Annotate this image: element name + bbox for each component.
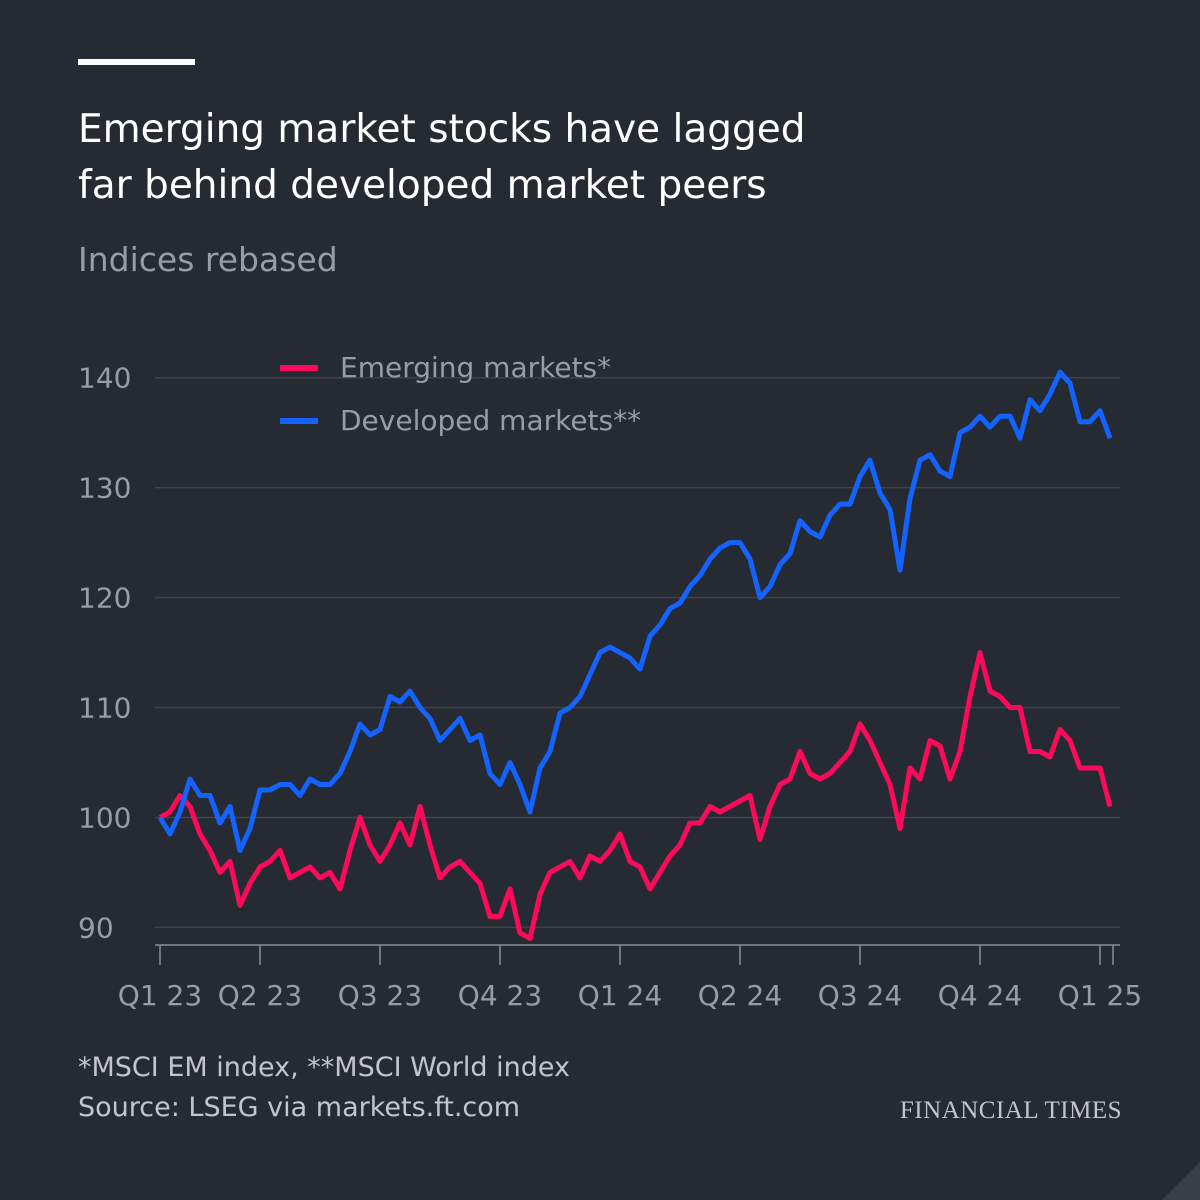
corner-mark (1162, 1162, 1200, 1200)
x-tick-label: Q3 23 (338, 979, 422, 1012)
y-tick-label: 110 (78, 692, 131, 725)
series-line (158, 650, 1113, 941)
x-tick-label: Q3 24 (818, 979, 902, 1012)
x-tick-label: Q1 23 (118, 979, 202, 1012)
header-bar (78, 59, 195, 65)
x-tick-label: Q2 24 (698, 979, 782, 1012)
y-tick-label: 130 (78, 472, 131, 505)
x-tick-label: Q4 23 (458, 979, 542, 1012)
source: Source: LSEG via markets.ft.com (78, 1092, 521, 1123)
footnote: *MSCI EM index, **MSCI World index (78, 1052, 570, 1083)
y-tick-label: 140 (78, 362, 131, 395)
y-tick-label: 120 (78, 582, 131, 615)
legend-label: Developed markets** (340, 404, 641, 437)
x-tick-label: Q1 25 (1058, 979, 1142, 1012)
series-line (157, 369, 1113, 853)
legend-label: Emerging markets* (340, 351, 611, 384)
chart-title: Emerging market stocks have lagged far b… (78, 107, 806, 208)
x-tick-label: Q2 23 (218, 979, 302, 1012)
x-tick-label: Q4 24 (938, 979, 1022, 1012)
y-tick-label: 100 (78, 801, 131, 834)
y-tick-label: 90 (78, 911, 114, 944)
x-tick-label: Q1 24 (578, 979, 662, 1012)
chart-subtitle: Indices rebased (78, 240, 338, 279)
brand: FINANCIAL TIMES (899, 1097, 1122, 1124)
